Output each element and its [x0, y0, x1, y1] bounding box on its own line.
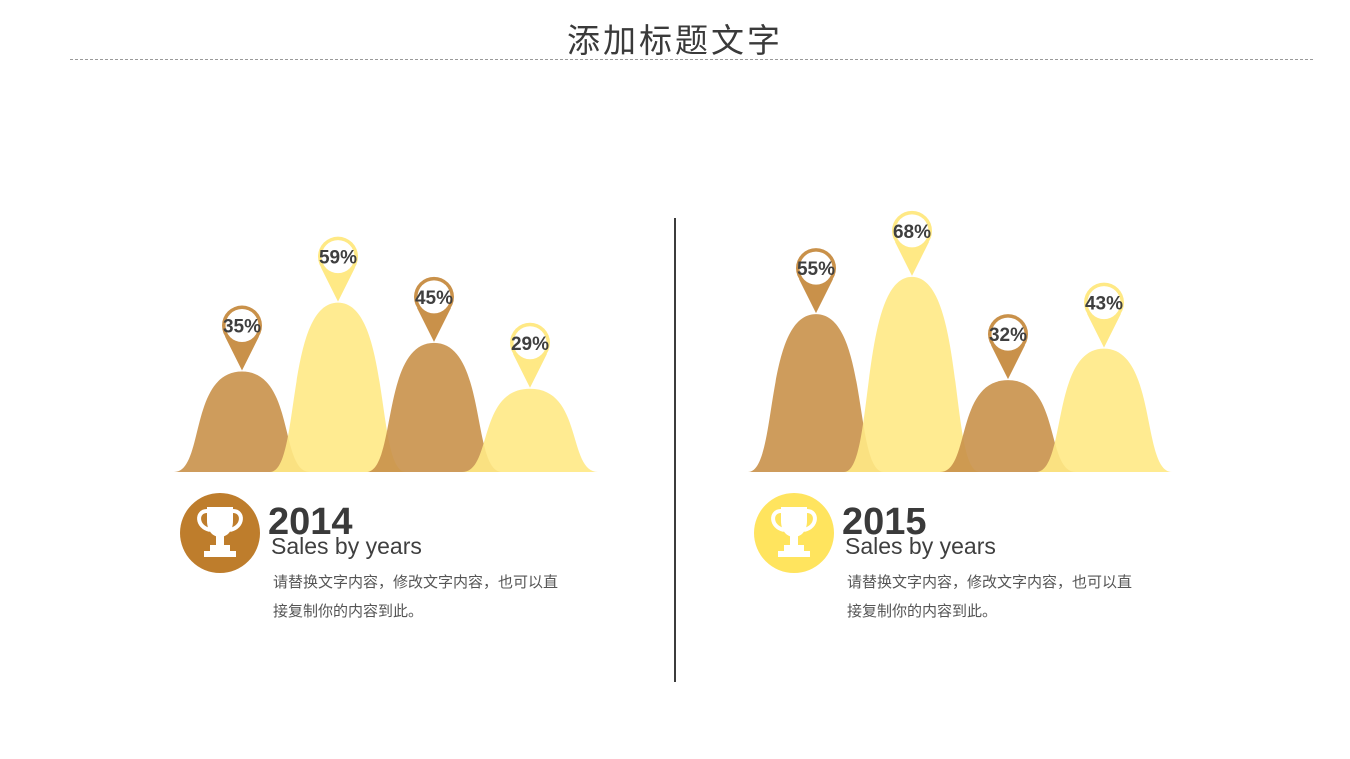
hill-59-percent [270, 302, 406, 472]
hill-29-percent [462, 388, 598, 472]
hill-55-percent [748, 314, 884, 472]
trophy-badge-2014 [180, 493, 260, 573]
hill-35-percent [174, 371, 310, 472]
year-2014: 2014 [268, 501, 353, 543]
value-pin: 32% [988, 314, 1028, 380]
title-divider [70, 59, 1313, 60]
hill-32-percent [940, 380, 1076, 472]
description-2014: 请替换文字内容，修改文字内容，也可以直接复制你的内容到此。 [273, 573, 559, 620]
value-label: 29% [511, 334, 549, 355]
trophy-badge-2015 [754, 493, 834, 573]
hill-68-percent [844, 276, 980, 472]
value-pin: 68% [892, 210, 932, 276]
chart-2015: 55% 68% 32% 43% [748, 210, 1172, 472]
value-pin: 43% [1084, 282, 1124, 348]
value-label: 59% [319, 248, 357, 269]
value-pin: 35% [222, 305, 262, 371]
description-2015: 请替换文字内容，修改文字内容，也可以直接复制你的内容到此。 [847, 573, 1133, 620]
center-divider [674, 218, 676, 682]
value-label: 35% [223, 317, 261, 338]
page-title: 添加标题文字 [567, 21, 783, 60]
value-label: 68% [893, 222, 931, 243]
value-pin: 59% [318, 236, 358, 302]
subtitle-2014: Sales by years [271, 533, 422, 559]
value-pin: 29% [510, 322, 550, 388]
value-pin: 55% [796, 248, 836, 314]
value-label: 43% [1085, 294, 1123, 315]
hill-45-percent [366, 342, 502, 472]
hill-43-percent [1036, 348, 1172, 472]
subtitle-2015: Sales by years [845, 533, 996, 559]
value-label: 45% [415, 288, 453, 309]
chart-2014: 35% 59% 45% 29% [174, 236, 598, 472]
value-label: 55% [797, 259, 835, 280]
value-label: 32% [989, 325, 1027, 346]
value-pin: 45% [414, 276, 454, 342]
year-2015: 2015 [842, 501, 927, 543]
